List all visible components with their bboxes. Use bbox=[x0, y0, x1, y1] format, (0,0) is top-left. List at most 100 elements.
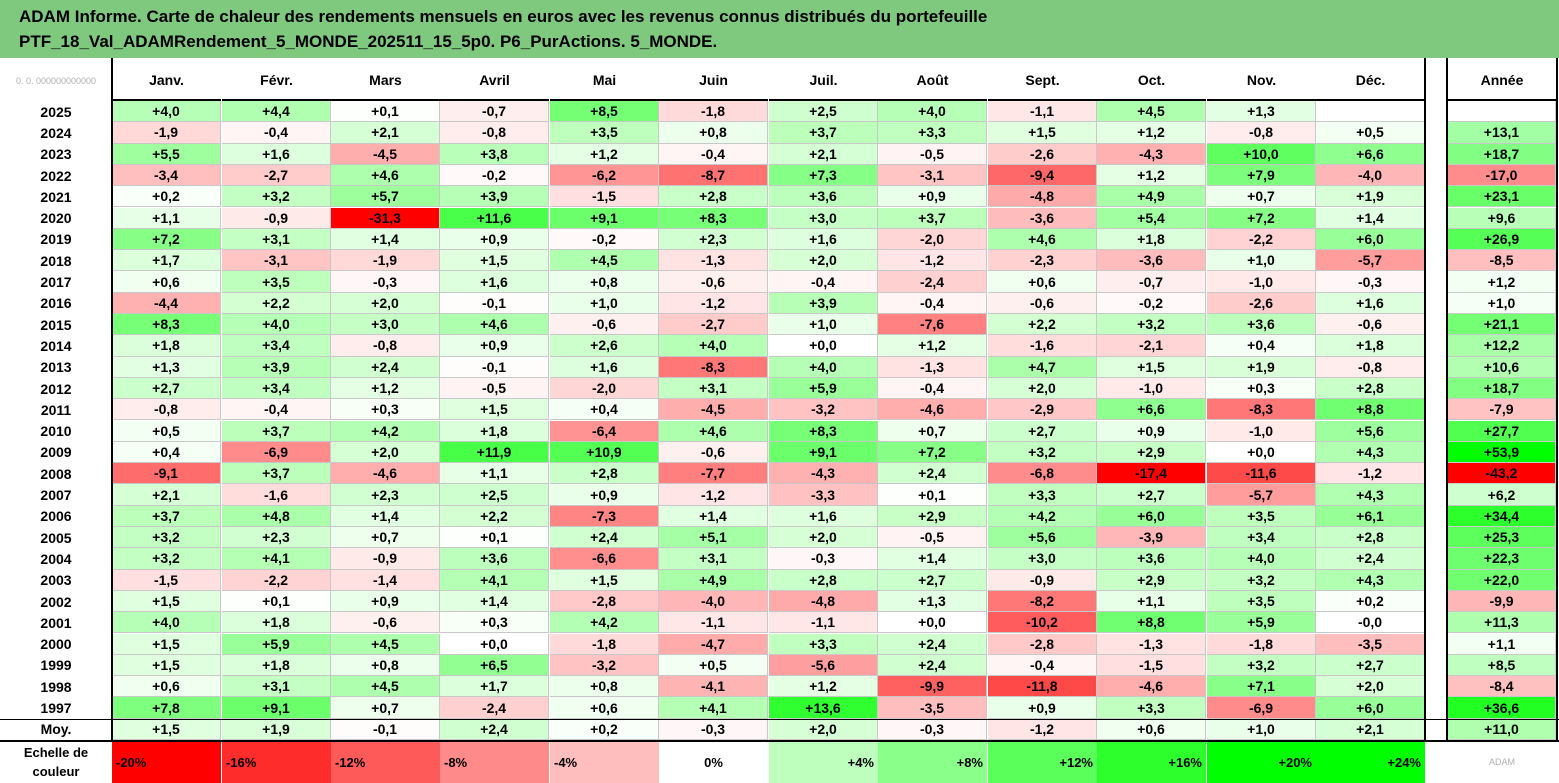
heatmap-cell: -4,0 bbox=[1316, 164, 1425, 187]
month-header-12: Déc. bbox=[1316, 60, 1425, 101]
heatmap-cell: +2,4 bbox=[878, 633, 987, 655]
heatmap-cell: +2,8 bbox=[550, 463, 659, 485]
heatmap-cell: -2,6 bbox=[988, 143, 1097, 165]
heatmap-cell: +4,0 bbox=[659, 335, 768, 357]
heatmap-cell: +13,6 bbox=[769, 697, 878, 719]
heatmap-cell: +7,3 bbox=[769, 164, 878, 187]
heatmap-cell: +3,3 bbox=[1097, 697, 1206, 719]
heatmap-cell: -6,8 bbox=[988, 463, 1097, 485]
heatmap-cell: +2,0 bbox=[988, 377, 1097, 400]
scale-swatch: +12% bbox=[988, 741, 1097, 783]
heatmap-cell: -4,0 bbox=[659, 590, 768, 613]
heatmap-cell: +1,4 bbox=[1316, 207, 1425, 229]
heatmap-cell: -0,6 bbox=[331, 612, 440, 634]
heatmap-cell: +5,6 bbox=[988, 527, 1097, 549]
heatmap-cell: -0,6 bbox=[988, 292, 1097, 314]
heatmap-cell: +0,9 bbox=[1097, 420, 1206, 442]
annual-cell: +9,6 bbox=[1448, 207, 1556, 229]
heatmap-cell: -4,3 bbox=[1097, 143, 1206, 165]
heatmap-cell: -0,4 bbox=[222, 122, 331, 144]
heatmap-cell: +2,2 bbox=[440, 505, 549, 527]
heatmap-cell: +9,1 bbox=[222, 697, 331, 719]
heatmap-cell: +2,6 bbox=[550, 335, 659, 357]
heatmap-cell: +3,2 bbox=[112, 548, 221, 570]
heatmap-cell: -8,3 bbox=[659, 356, 768, 378]
month-header-10: Oct. bbox=[1097, 60, 1206, 101]
heatmap-cell: -2,8 bbox=[550, 590, 659, 613]
annual-cell: +36,6 bbox=[1448, 697, 1556, 719]
month-header-3: Mars bbox=[331, 60, 440, 101]
average-cell: +1,0 bbox=[1207, 718, 1316, 740]
heatmap-cell: -1,1 bbox=[659, 612, 768, 634]
year-label: 2022 bbox=[0, 164, 112, 187]
scale-swatch: -16% bbox=[222, 741, 331, 783]
year-label: 2015 bbox=[0, 314, 112, 336]
average-annual-cell: +11,0 bbox=[1448, 718, 1556, 740]
month-header-5: Mai bbox=[550, 60, 659, 101]
heatmap-cell: +1,6 bbox=[440, 271, 549, 293]
heatmap-cell: +5,9 bbox=[769, 377, 878, 400]
heatmap-cell: +3,2 bbox=[1207, 654, 1316, 677]
heatmap-cell: +1,5 bbox=[1097, 356, 1206, 378]
heatmap-cell: +0,8 bbox=[550, 271, 659, 293]
heatmap-cell: +0,1 bbox=[222, 590, 331, 613]
heatmap-cell: +0,8 bbox=[331, 654, 440, 677]
heatmap-cell: +3,3 bbox=[988, 484, 1097, 506]
heatmap-cell: +1,2 bbox=[1097, 164, 1206, 187]
heatmap-cell: +4,3 bbox=[1316, 484, 1425, 506]
heatmap-cell: +0,6 bbox=[112, 676, 221, 698]
heatmap-cell: -0,9 bbox=[988, 569, 1097, 591]
heatmap-cell: +3,1 bbox=[222, 228, 331, 251]
year-label: 1999 bbox=[0, 654, 112, 677]
month-header-2: Févr. bbox=[222, 60, 331, 101]
heatmap-cell: +6,0 bbox=[1097, 505, 1206, 527]
heatmap-cell: +4,1 bbox=[440, 569, 549, 591]
month-header-4: Avril bbox=[440, 60, 549, 101]
scale-label: Echelle de couleur bbox=[0, 741, 112, 783]
heatmap-cell: +3,5 bbox=[550, 122, 659, 144]
heatmap-cell: +4,5 bbox=[550, 250, 659, 272]
heatmap-cell: -1,0 bbox=[1207, 420, 1316, 442]
heatmap-cell: +1,8 bbox=[440, 420, 549, 442]
year-label: 2021 bbox=[0, 186, 112, 208]
heatmap-cell: +1,6 bbox=[769, 228, 878, 251]
annual-cell: -9,9 bbox=[1448, 590, 1556, 613]
heatmap-cell: -0,5 bbox=[878, 143, 987, 165]
heatmap-cell: +1,5 bbox=[550, 569, 659, 591]
heatmap-cell: -1,2 bbox=[659, 484, 768, 506]
annual-cell: +18,7 bbox=[1448, 143, 1556, 165]
heatmap-cell: -3,9 bbox=[1097, 527, 1206, 549]
heatmap-cell: -4,3 bbox=[769, 463, 878, 485]
month-header-7: Juil. bbox=[769, 60, 878, 101]
heatmap-cell: -0,0 bbox=[1316, 612, 1425, 634]
heatmap-cell: +3,7 bbox=[222, 463, 331, 485]
heatmap-cell: -0,4 bbox=[769, 271, 878, 293]
heatmap-cell: -1,9 bbox=[112, 122, 221, 144]
heatmap-cell: -1,6 bbox=[222, 484, 331, 506]
heatmap-cell: +2,5 bbox=[440, 484, 549, 506]
heatmap-cell: +2,4 bbox=[1316, 548, 1425, 570]
scale-swatch: +8% bbox=[878, 741, 987, 783]
heatmap-cell: +9,1 bbox=[769, 441, 878, 464]
heatmap-cell: +1,6 bbox=[222, 143, 331, 165]
heatmap-cell: +4,4 bbox=[222, 101, 331, 123]
heatmap-cell: +2,1 bbox=[769, 143, 878, 165]
frame-right-annual bbox=[1556, 58, 1558, 741]
heatmap-cell: -6,2 bbox=[550, 164, 659, 187]
heatmap-cell: -3,6 bbox=[988, 207, 1097, 229]
heatmap-cell: +3,4 bbox=[222, 377, 331, 400]
heatmap-cell: +4,6 bbox=[988, 228, 1097, 251]
year-label: 2004 bbox=[0, 548, 112, 570]
heatmap-cell: -1,4 bbox=[331, 569, 440, 591]
heatmap-cell: +2,9 bbox=[1097, 569, 1206, 591]
heatmap-cell: +8,5 bbox=[550, 101, 659, 123]
heatmap-cell: +3,1 bbox=[659, 377, 768, 400]
heatmap-cell: +1,8 bbox=[222, 612, 331, 634]
scale-swatch: 0% bbox=[659, 741, 768, 783]
heatmap-cell: -4,4 bbox=[112, 292, 221, 314]
heatmap-cell: +5,9 bbox=[1207, 612, 1316, 634]
average-cell: -0,3 bbox=[659, 718, 768, 740]
heatmap-cell: +2,7 bbox=[1097, 484, 1206, 506]
heatmap-cell: -1,2 bbox=[1316, 463, 1425, 485]
heatmap-cell: +1,7 bbox=[112, 250, 221, 272]
